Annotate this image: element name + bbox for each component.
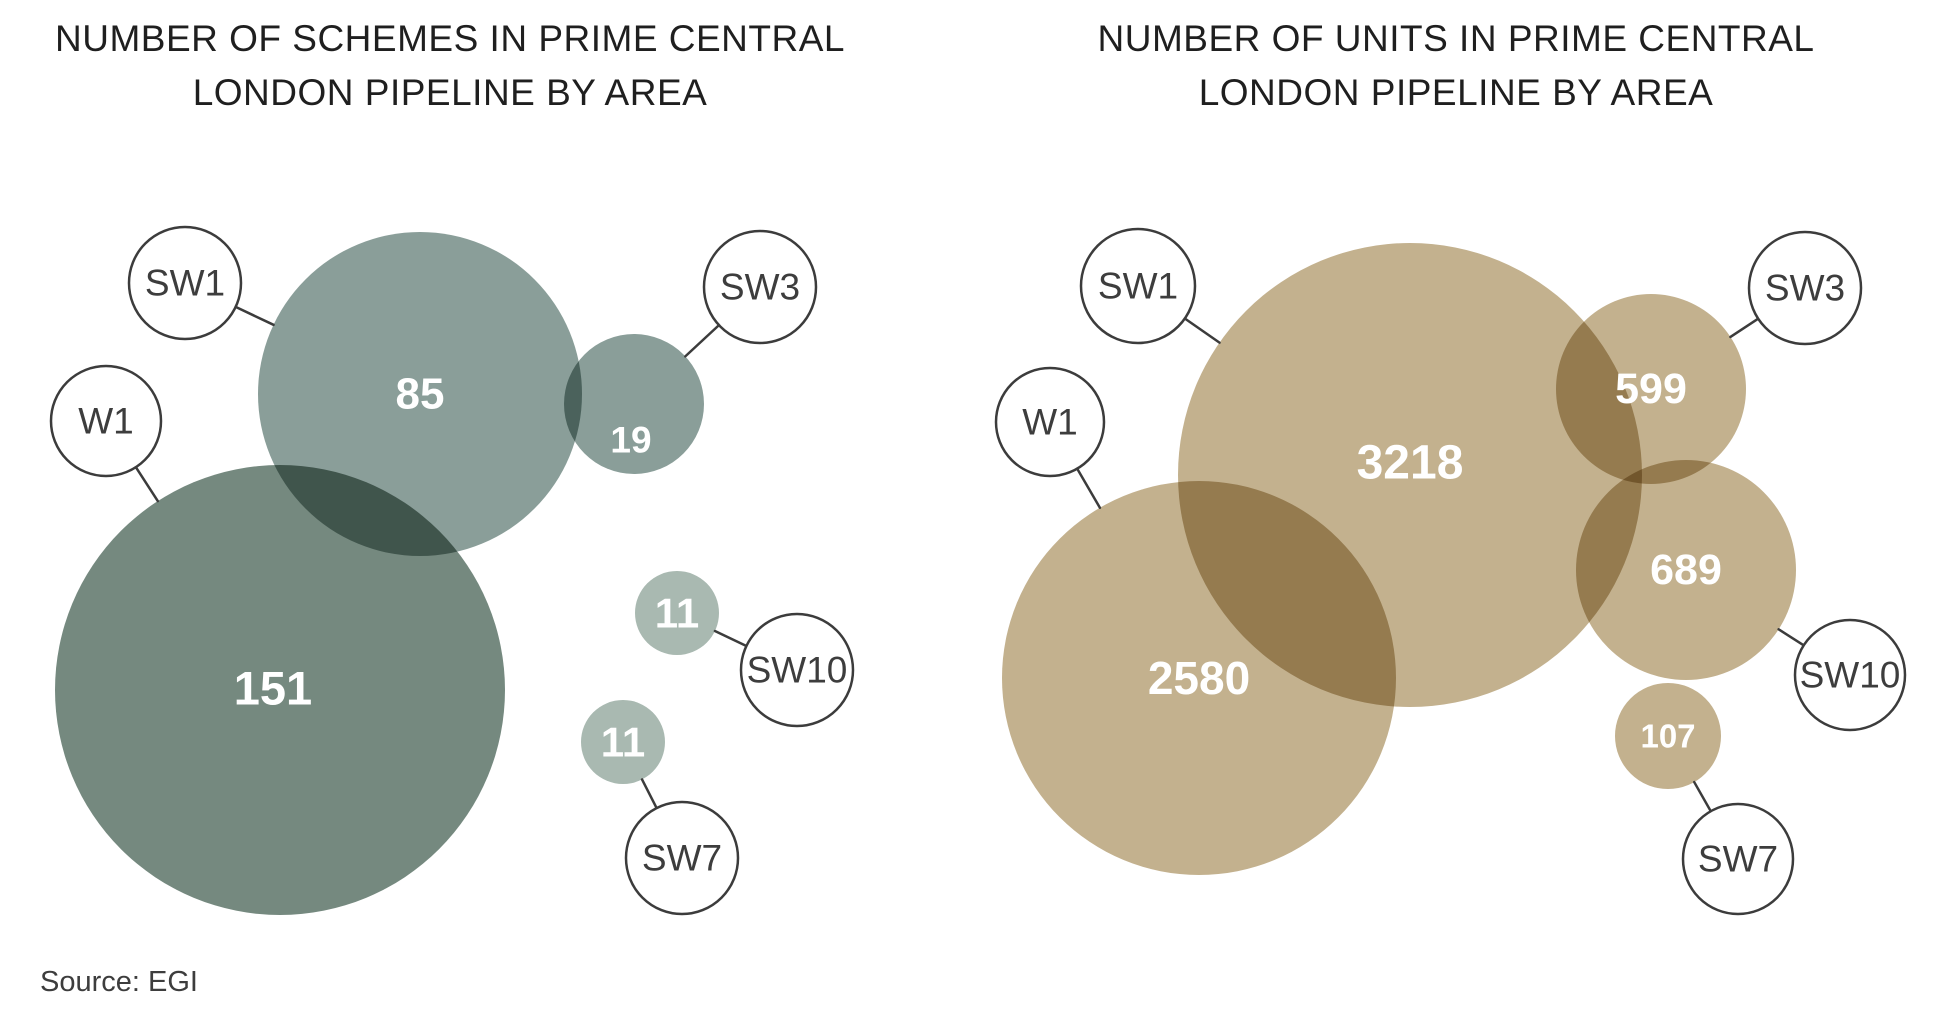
area-tag-units-sw10 xyxy=(1793,618,1907,732)
area-tag-label-schemes-sw7: SW7 xyxy=(642,838,722,879)
connector-units-sw1 xyxy=(1183,317,1221,344)
bubble-value-units-sw3: 599 xyxy=(1615,365,1687,413)
units-title-line2: LONDON PIPELINE BY AREA xyxy=(1198,72,1714,114)
units-panel-title: NUMBER OF UNITS IN PRIME CENTRAL LONDON … xyxy=(976,12,1936,120)
bubble-schemes-sw3 xyxy=(564,334,704,474)
connector-schemes-w1 xyxy=(134,465,160,503)
connector-units-w1 xyxy=(1075,467,1102,509)
bubble-value-units-sw1: 3218 xyxy=(1357,437,1464,490)
bubble-value-schemes-w1: 151 xyxy=(234,662,312,715)
connector-schemes-sw7 xyxy=(640,778,658,810)
bubble-schemes-w1 xyxy=(55,465,505,915)
area-tag-label-schemes-w1: W1 xyxy=(78,401,134,442)
area-tag-label-units-sw3: SW3 xyxy=(1765,268,1845,309)
bubble-value-schemes-sw3: 19 xyxy=(610,420,651,461)
area-tag-schemes-sw3 xyxy=(702,229,818,345)
area-tag-schemes-sw10 xyxy=(739,612,855,728)
area-tag-label-schemes-sw1: SW1 xyxy=(145,263,225,304)
connector-schemes-sw1 xyxy=(234,305,275,327)
bubble-schemes-sw10 xyxy=(635,571,719,655)
units-title-line1: NUMBER OF UNITS IN PRIME CENTRAL xyxy=(1097,18,1815,59)
connector-units-sw7 xyxy=(1692,780,1713,813)
bubble-value-units-w1: 2580 xyxy=(1148,652,1250,704)
area-tag-schemes-w1 xyxy=(49,364,163,478)
bubble-units-sw10 xyxy=(1576,460,1796,680)
area-tag-label-schemes-sw3: SW3 xyxy=(720,267,800,308)
bubble-value-units-sw7: 107 xyxy=(1640,718,1695,755)
area-tag-units-sw7 xyxy=(1681,802,1795,916)
area-tag-label-schemes-sw10: SW10 xyxy=(747,650,848,691)
connector-units-sw10 xyxy=(1777,628,1805,647)
bubble-value-schemes-sw1: 85 xyxy=(396,370,445,419)
connector-units-sw3 xyxy=(1729,317,1760,339)
area-tag-units-sw1 xyxy=(1079,227,1197,345)
connector-schemes-sw10 xyxy=(713,629,748,648)
schemes-title-line2: LONDON PIPELINE BY AREA xyxy=(192,72,708,114)
area-tag-label-units-sw1: SW1 xyxy=(1098,266,1178,307)
bubble-units-sw7 xyxy=(1615,683,1721,789)
bubble-units-w1 xyxy=(1002,481,1396,875)
source-note: Source: EGI xyxy=(40,966,198,998)
bubble-value-schemes-sw10: 11 xyxy=(655,590,699,637)
area-tag-label-units-sw10: SW10 xyxy=(1800,655,1901,696)
area-tag-schemes-sw7 xyxy=(624,800,740,916)
bubble-value-schemes-sw7: 11 xyxy=(601,719,645,766)
bubble-value-units-sw10: 689 xyxy=(1650,546,1722,594)
schemes-title-line1: NUMBER OF SCHEMES IN PRIME CENTRAL xyxy=(55,18,845,59)
area-tag-units-sw3 xyxy=(1747,230,1863,346)
schemes-panel-title: NUMBER OF SCHEMES IN PRIME CENTRAL LONDO… xyxy=(0,12,900,120)
area-tag-schemes-sw1 xyxy=(127,225,243,341)
connector-schemes-sw3 xyxy=(684,323,721,358)
bubble-schemes-sw7 xyxy=(581,700,665,784)
area-tag-units-w1 xyxy=(994,366,1106,478)
area-tag-label-units-sw7: SW7 xyxy=(1698,839,1778,880)
bubble-units-sw3 xyxy=(1556,294,1746,484)
area-tag-label-units-w1: W1 xyxy=(1022,402,1078,443)
